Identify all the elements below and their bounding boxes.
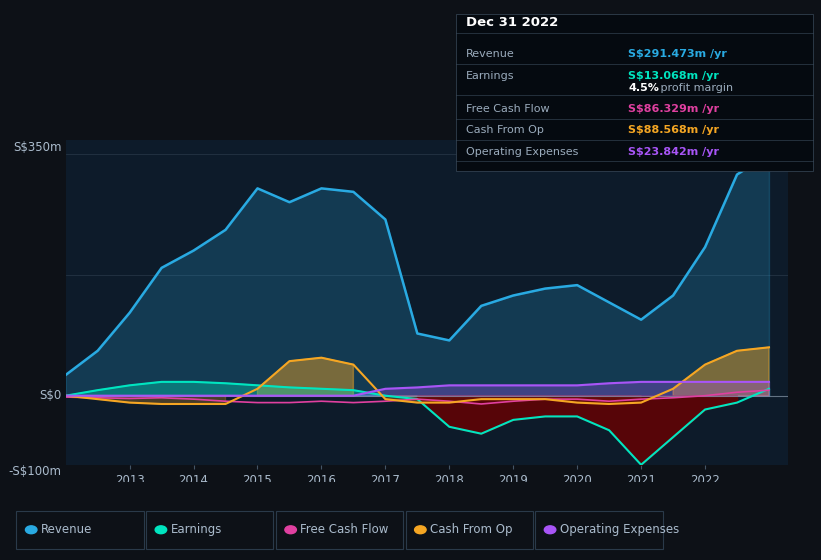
Text: S$88.568m /yr: S$88.568m /yr bbox=[628, 125, 719, 136]
Text: Revenue: Revenue bbox=[41, 523, 93, 536]
Text: Revenue: Revenue bbox=[466, 49, 514, 59]
Text: S$86.329m /yr: S$86.329m /yr bbox=[628, 104, 719, 114]
Text: S$350m: S$350m bbox=[13, 141, 62, 154]
Text: Cash From Op: Cash From Op bbox=[430, 523, 512, 536]
Text: Operating Expenses: Operating Expenses bbox=[560, 523, 679, 536]
Text: S$23.842m /yr: S$23.842m /yr bbox=[628, 147, 719, 157]
Text: Dec 31 2022: Dec 31 2022 bbox=[466, 16, 557, 29]
Text: Free Cash Flow: Free Cash Flow bbox=[300, 523, 389, 536]
Text: S$0: S$0 bbox=[39, 389, 62, 402]
Text: S$13.068m /yr: S$13.068m /yr bbox=[628, 71, 719, 81]
Text: Earnings: Earnings bbox=[466, 71, 514, 81]
Text: 4.5%: 4.5% bbox=[628, 83, 659, 93]
Text: Earnings: Earnings bbox=[171, 523, 222, 536]
Text: -S$100m: -S$100m bbox=[8, 465, 62, 478]
Text: Operating Expenses: Operating Expenses bbox=[466, 147, 578, 157]
Text: Cash From Op: Cash From Op bbox=[466, 125, 544, 136]
Text: S$291.473m /yr: S$291.473m /yr bbox=[628, 49, 727, 59]
Text: Free Cash Flow: Free Cash Flow bbox=[466, 104, 549, 114]
Text: profit margin: profit margin bbox=[657, 83, 733, 93]
